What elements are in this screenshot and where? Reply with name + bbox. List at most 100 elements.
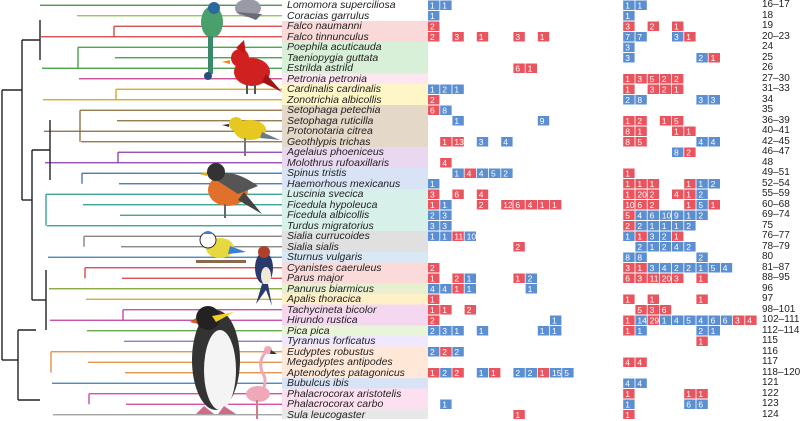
species-name: Phalacrocorax aristotelis bbox=[287, 387, 402, 400]
count-cell bbox=[659, 210, 672, 220]
count-value: 2 bbox=[625, 95, 630, 105]
count-cell bbox=[489, 168, 501, 178]
count-cell bbox=[635, 273, 647, 283]
count-cell bbox=[635, 116, 647, 126]
species-band bbox=[282, 378, 428, 389]
count-cell bbox=[635, 74, 647, 84]
count-cell bbox=[672, 21, 684, 31]
count-value: 8 bbox=[637, 253, 642, 263]
count-value: 12 bbox=[503, 200, 513, 210]
count-cell bbox=[696, 252, 708, 262]
count-value: 1 bbox=[540, 326, 545, 336]
count-value: 1 bbox=[674, 85, 679, 95]
count-value: 1 bbox=[637, 326, 642, 336]
count-cell bbox=[635, 210, 647, 220]
count-value: 1 bbox=[515, 274, 520, 284]
species-name: Petronia petronia bbox=[287, 72, 367, 85]
count-cell bbox=[708, 95, 720, 105]
count-cell bbox=[745, 315, 757, 325]
row-index-range: 97 bbox=[762, 293, 774, 304]
count-value: 1 bbox=[625, 232, 630, 242]
count-value: 1 bbox=[467, 274, 472, 284]
count-cell bbox=[428, 326, 440, 336]
count-cell bbox=[452, 231, 464, 241]
species-band bbox=[282, 94, 428, 105]
motmot-illustration bbox=[201, 2, 223, 80]
count-cell bbox=[720, 263, 733, 273]
species-band bbox=[282, 73, 428, 84]
count-value: 3 bbox=[442, 221, 447, 231]
count-value: 1 bbox=[625, 179, 630, 189]
count-value: 1 bbox=[430, 232, 435, 242]
count-value: 7 bbox=[625, 32, 630, 42]
count-value: 3 bbox=[625, 263, 630, 273]
count-value: 1 bbox=[650, 242, 655, 252]
count-value: 1 bbox=[674, 232, 679, 242]
count-value: 1 bbox=[686, 389, 691, 399]
count-value: 1 bbox=[467, 284, 472, 294]
count-cell bbox=[696, 137, 708, 147]
count-cell bbox=[428, 231, 440, 241]
species-band bbox=[282, 220, 428, 231]
count-cell bbox=[550, 200, 562, 210]
count-cell bbox=[647, 84, 659, 94]
count-cell bbox=[672, 221, 684, 231]
row-index-range: 46–47 bbox=[762, 146, 790, 157]
flamingo-illustration bbox=[246, 346, 277, 419]
count-value: 1 bbox=[698, 389, 703, 399]
warbler-illustration bbox=[222, 117, 280, 156]
count-cell bbox=[476, 168, 489, 178]
count-cell bbox=[696, 315, 708, 325]
count-cell bbox=[464, 231, 476, 241]
count-value: 2 bbox=[467, 305, 472, 315]
row-index-range: 42–45 bbox=[762, 135, 790, 147]
count-cell bbox=[428, 294, 440, 304]
count-cell bbox=[672, 126, 684, 136]
count-value: 4 bbox=[467, 169, 472, 179]
count-cell bbox=[428, 0, 440, 10]
species-name: Sula leucogaster bbox=[287, 408, 366, 421]
count-cell bbox=[733, 315, 745, 325]
row-index-range: 118–120 bbox=[762, 366, 800, 378]
count-cell bbox=[513, 32, 525, 42]
species-name: Turdus migratorius bbox=[287, 219, 374, 232]
count-value: 4 bbox=[698, 137, 703, 147]
count-cell bbox=[635, 179, 647, 189]
count-cell bbox=[635, 305, 647, 315]
count-value: 1 bbox=[442, 305, 447, 315]
count-value: 4 bbox=[747, 316, 752, 326]
row-index-range: 81–87 bbox=[762, 261, 790, 273]
count-value: 3 bbox=[650, 85, 655, 95]
species-band bbox=[282, 42, 428, 53]
count-cell bbox=[476, 189, 489, 199]
count-cell bbox=[672, 231, 684, 241]
count-cell bbox=[464, 305, 476, 315]
count-cell bbox=[635, 378, 647, 388]
count-cell bbox=[623, 74, 635, 84]
count-value: 10 bbox=[662, 211, 672, 221]
count-cell bbox=[696, 95, 708, 105]
count-cell bbox=[513, 273, 525, 283]
count-cell bbox=[672, 273, 684, 283]
count-value: 1 bbox=[430, 85, 435, 95]
count-value: 3 bbox=[625, 22, 630, 32]
row-index-range: 25 bbox=[762, 51, 774, 63]
count-cell bbox=[672, 210, 684, 220]
species-name: Poephila acuticauda bbox=[287, 41, 382, 53]
count-value: 4 bbox=[479, 190, 484, 200]
species-band bbox=[282, 367, 428, 378]
count-cell bbox=[525, 200, 537, 210]
count-cell bbox=[672, 263, 684, 273]
count-value: 1 bbox=[430, 274, 435, 284]
count-cell bbox=[428, 315, 440, 325]
count-value: 5 bbox=[650, 74, 655, 84]
species-band bbox=[282, 262, 428, 273]
count-cell bbox=[647, 189, 659, 199]
count-value: 2 bbox=[454, 368, 459, 378]
count-cell bbox=[647, 273, 659, 283]
count-cell bbox=[537, 116, 550, 126]
count-value: 3 bbox=[515, 32, 520, 42]
count-cell bbox=[513, 368, 525, 378]
count-value: 1 bbox=[625, 11, 630, 21]
count-cell bbox=[452, 347, 464, 357]
